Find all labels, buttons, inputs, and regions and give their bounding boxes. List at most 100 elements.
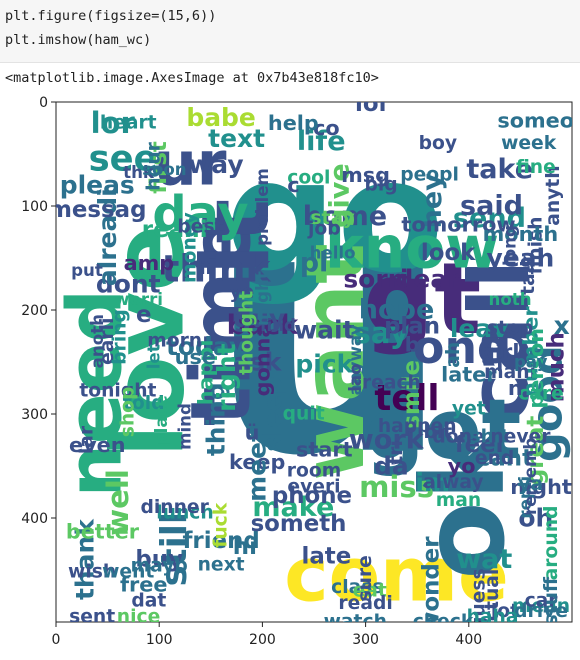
wordcloud-word: lunch xyxy=(156,502,213,523)
wordcloud-word: long xyxy=(501,225,520,266)
wordcloud-word: done xyxy=(432,426,484,447)
wordcloud-word: ye xyxy=(229,282,254,303)
wordcloud-word: boy xyxy=(419,133,457,154)
wordcloud-word: realli xyxy=(142,217,208,243)
wordcloud-word: msg xyxy=(341,163,390,187)
wordcloud-word: hope xyxy=(359,295,435,326)
wordcloud-word: fuck xyxy=(211,502,232,548)
wordcloud-word: thought xyxy=(236,291,257,375)
wordcloud-word: give xyxy=(324,163,355,228)
wordcloud-word: pay xyxy=(514,353,548,372)
wordcloud-word: know xyxy=(325,214,499,282)
wordcloud-word: sorri xyxy=(343,264,408,293)
wordcloud-word: room xyxy=(287,461,341,482)
wordcloud-word: big xyxy=(364,175,397,196)
wordcloud-word: anyway xyxy=(346,324,365,395)
wordcloud-word: yeah xyxy=(487,244,555,273)
wordcloud-word: lol xyxy=(355,91,386,117)
wordcloud-word: lor xyxy=(91,106,136,140)
wordcloud-word: actual xyxy=(482,569,503,634)
wordcloud-word: one xyxy=(413,321,508,374)
wordcloud-word: around xyxy=(541,506,562,581)
wordcloud-word: babe xyxy=(186,103,256,132)
wordcloud-word: girl xyxy=(480,340,519,364)
wordcloud-word: might xyxy=(253,271,272,326)
x-tick-label: 300 xyxy=(352,632,379,648)
wordcloud-word: shit xyxy=(470,426,510,447)
wordcloud-word: dinner xyxy=(141,497,210,518)
wordcloud-word: night xyxy=(510,475,572,499)
wordcloud-word: later xyxy=(441,362,497,386)
x-tick-label: 400 xyxy=(455,632,482,648)
wordcloud-word: tell xyxy=(374,378,439,419)
wordcloud-word: nice xyxy=(117,606,161,627)
wordcloud-word: gt xyxy=(363,242,481,357)
wordcloud-word: tri xyxy=(386,440,407,465)
wordcloud-word: soon xyxy=(142,160,187,179)
wordcloud-word: good xyxy=(523,345,572,462)
wordcloud-word: use xyxy=(175,345,216,369)
wordcloud-word: dear xyxy=(396,264,461,293)
wordcloud-word: way xyxy=(188,150,243,179)
wordcloud-word: week xyxy=(501,133,557,154)
wordcloud-word: tonight xyxy=(79,381,156,402)
wordcloud-word: send xyxy=(453,203,526,234)
wordcloud-word: repli xyxy=(516,476,535,519)
wordcloud-word: thk xyxy=(123,163,155,182)
wordcloud-word: well xyxy=(101,469,135,536)
x-tick-label: 200 xyxy=(249,632,276,648)
wordcloud-word: earli xyxy=(97,318,118,365)
code-cell[interactable]: plt.figure(figsize=(15,6)) plt.imshow(ha… xyxy=(0,0,580,62)
wordcloud-word: text xyxy=(208,124,265,153)
wordcloud-word: problem xyxy=(253,168,272,246)
wordcloud-word: fine xyxy=(516,157,556,178)
wordcloud-word: stop xyxy=(487,318,533,339)
wordcloud-word: everi xyxy=(287,476,340,497)
wordcloud-word: da xyxy=(374,452,409,481)
wordcloud-word: never xyxy=(490,426,551,447)
wordcloud-word: someth xyxy=(251,511,347,537)
wordcloud-word: u xyxy=(207,131,451,531)
wordcloud-word: told xyxy=(123,393,165,414)
wordcloud-word: still xyxy=(154,512,195,586)
wordcloud-word: free xyxy=(120,573,168,597)
wordcloud-word: happen xyxy=(378,416,457,437)
wordcloud-word: anyth xyxy=(543,165,564,225)
wordcloud-word: tomorrow xyxy=(401,213,515,237)
y-axis: 0 100 200 300 400 xyxy=(21,95,56,527)
wordcloud-word: guess xyxy=(469,568,490,630)
wordcloud-word: morn xyxy=(147,331,202,352)
wordcloud-word: mind xyxy=(176,403,195,450)
wordcloud-word: person xyxy=(524,328,548,409)
wordcloud-word: pleas xyxy=(60,171,135,200)
wordcloud-word: month xyxy=(483,222,559,246)
wordcloud-word: ah xyxy=(443,342,464,368)
wordcloud-word: readi xyxy=(338,593,392,614)
y-tick-label: 0 xyxy=(39,95,48,111)
wordcloud-word: pick xyxy=(295,350,354,379)
wordcloud-word: call xyxy=(451,260,548,422)
wordcloud-word: talk xyxy=(518,254,539,295)
wordcloud-word: phone xyxy=(272,483,352,509)
wordcloud-word: let xyxy=(145,344,164,369)
wordcloud-word: start xyxy=(296,437,353,461)
wordcloud-word: finish xyxy=(525,216,546,274)
wordcloud-word: best xyxy=(177,216,223,237)
wordcloud-word: care xyxy=(518,384,564,405)
wordcloud-word: late xyxy=(302,543,352,569)
wordcloud-word: hello xyxy=(310,243,356,262)
wordcloud-word: ya xyxy=(518,474,543,495)
wordcloud-word: x xyxy=(554,311,570,340)
wordcloud-word: job xyxy=(307,218,341,239)
wordcloud-word: feel xyxy=(455,432,504,458)
output-separator xyxy=(0,62,580,63)
wordcloud-word: time xyxy=(173,215,270,426)
wordcloud-word: alreadi xyxy=(93,188,122,286)
wordcloud-word: sleep xyxy=(258,376,287,451)
wordcloud-word: n xyxy=(508,376,523,400)
wordcloud-word: even xyxy=(69,433,126,457)
wordcloud-word: dat xyxy=(131,591,166,612)
wordcloud-word: stay xyxy=(310,208,354,229)
wordcloud-word: lao xyxy=(346,363,365,391)
wordcloud-word: hi xyxy=(233,534,257,560)
